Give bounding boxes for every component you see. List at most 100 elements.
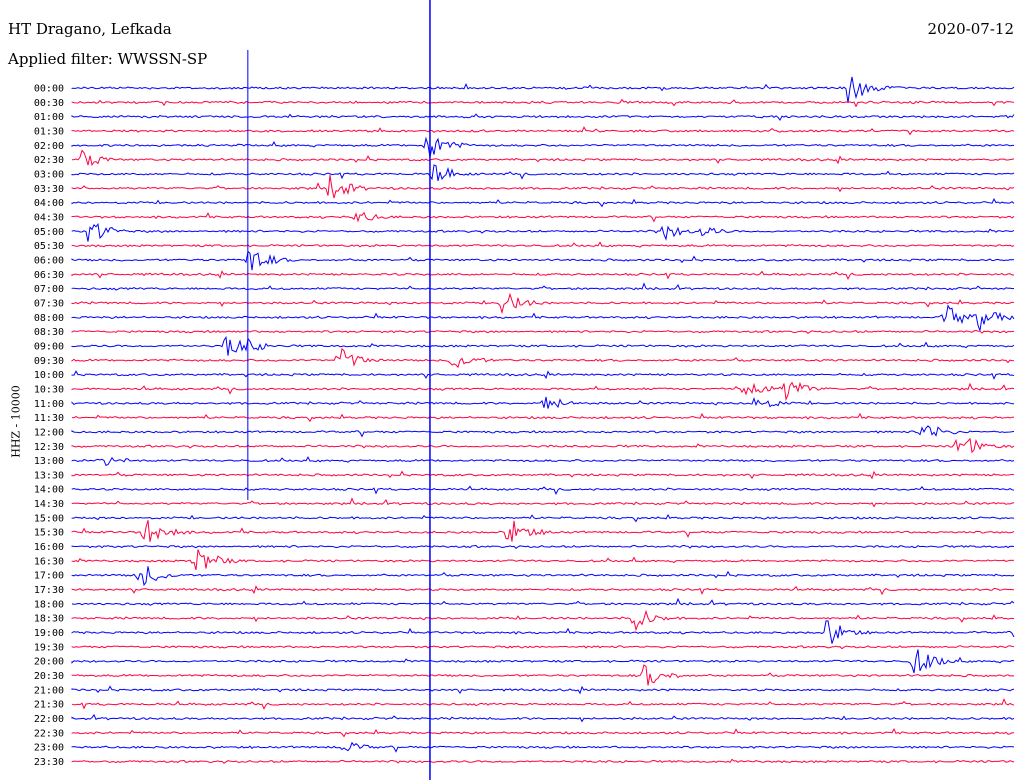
row-label: 02:30	[34, 155, 64, 166]
trace-row	[71, 544, 1015, 549]
row-label: 17:30	[34, 585, 64, 596]
trace-row	[71, 664, 1015, 686]
trace-row	[71, 412, 1015, 423]
row-label: 22:00	[34, 714, 64, 725]
row-label: 05:30	[34, 241, 64, 252]
row-label: 21:30	[34, 700, 64, 711]
row-label: 14:30	[34, 499, 64, 510]
trace-row	[71, 292, 1015, 315]
row-label: 09:30	[34, 356, 64, 367]
row-label: 18:00	[34, 599, 64, 610]
row-label: 11:30	[34, 413, 64, 424]
trace-row	[71, 304, 1015, 331]
row-label: 18:30	[34, 614, 64, 625]
row-label: 16:30	[34, 556, 64, 567]
trace-row	[71, 396, 1014, 409]
trace-row	[71, 347, 1015, 369]
trace-row	[71, 113, 1015, 122]
trace-row	[71, 222, 1015, 242]
trace-row	[71, 136, 1014, 158]
trace-row	[71, 211, 1015, 223]
trace-row	[71, 513, 1015, 523]
row-label: 15:00	[34, 513, 64, 524]
row-label: 12:00	[34, 427, 64, 438]
row-label: 08:30	[34, 327, 64, 338]
trace-row	[71, 241, 1015, 248]
trace-row	[71, 620, 1015, 644]
filter-label: Applied filter: WWSSN-SP	[8, 50, 208, 68]
row-label: 10:30	[34, 384, 64, 395]
row-label: 19:00	[34, 628, 64, 639]
row-label: 21:00	[34, 685, 64, 696]
row-label: 22:30	[34, 728, 64, 739]
row-label: 19:30	[34, 642, 64, 653]
trace-row	[71, 335, 1015, 356]
trace-row	[71, 149, 1015, 167]
row-label: 20:00	[34, 657, 64, 668]
trace-row	[71, 425, 1015, 438]
row-label: 07:30	[34, 298, 64, 309]
row-label: 06:00	[34, 255, 64, 266]
row-label: 03:00	[34, 169, 64, 180]
row-label: 04:30	[34, 212, 64, 223]
row-label: 00:00	[34, 84, 64, 95]
trace-row	[71, 175, 1015, 199]
row-label: 01:30	[34, 126, 64, 137]
row-label: 11:00	[34, 399, 64, 410]
trace-row	[71, 370, 1015, 380]
row-label: 09:00	[34, 341, 64, 352]
trace-row	[71, 470, 1015, 480]
trace-row	[71, 758, 1015, 764]
row-label: 15:30	[34, 528, 64, 539]
row-label: 13:30	[34, 470, 64, 481]
row-label: 23:00	[34, 743, 64, 754]
date-label: 2020-07-12	[927, 20, 1014, 38]
row-label: 08:00	[34, 313, 64, 324]
row-label: 04:00	[34, 198, 64, 209]
row-label: 03:30	[34, 184, 64, 195]
trace-row	[71, 697, 1015, 710]
trace-row	[71, 597, 1015, 606]
trace-row	[71, 585, 1014, 596]
trace-row	[71, 520, 1015, 542]
trace-row	[71, 566, 1015, 587]
trace-row	[71, 381, 1015, 402]
row-label: 16:00	[34, 542, 64, 553]
trace-row	[71, 282, 1015, 291]
trace-row	[71, 609, 1015, 632]
trace-row	[71, 713, 1015, 723]
row-label: 13:00	[34, 456, 64, 467]
station-title: HT Dragano, Lefkada	[8, 20, 172, 38]
row-label: 17:00	[34, 571, 64, 582]
trace-row	[71, 329, 1015, 334]
row-label: 10:00	[34, 370, 64, 381]
trace-row	[71, 649, 1015, 674]
trace-row	[71, 76, 1015, 103]
row-label: 20:30	[34, 671, 64, 682]
row-label: 05:00	[34, 227, 64, 238]
row-label: 06:30	[34, 270, 64, 281]
row-label: 02:00	[34, 141, 64, 152]
trace-row	[71, 645, 1015, 650]
trace-row	[71, 456, 1015, 467]
trace-row	[71, 497, 1015, 508]
row-label: 12:30	[34, 442, 64, 453]
trace-row	[71, 437, 1015, 454]
row-label: 23:30	[34, 757, 64, 768]
trace-row	[71, 741, 1015, 753]
row-label: 14:00	[34, 485, 64, 496]
trace-row	[71, 198, 1015, 208]
trace-row	[71, 126, 1015, 136]
trace-row	[71, 250, 1015, 271]
trace-row	[71, 685, 1015, 695]
row-label: 00:30	[34, 98, 64, 109]
trace-row	[71, 98, 1015, 108]
trace-row	[71, 485, 1015, 495]
trace-row	[71, 270, 1015, 280]
trace-row	[71, 727, 1014, 738]
row-label: 07:00	[34, 284, 64, 295]
row-label: 01:00	[34, 112, 64, 123]
trace-row	[71, 549, 1015, 571]
trace-row	[71, 164, 1015, 182]
